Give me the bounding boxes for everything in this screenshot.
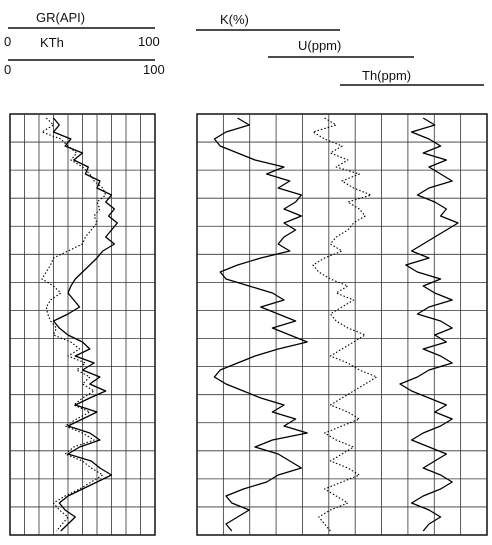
kth-scale-min: 0 — [4, 62, 11, 77]
left-track — [9, 113, 156, 536]
gr-scale-min: 0 — [4, 34, 11, 49]
left-track-header: GR(API) 0 100 KTh 0 100 — [4, 10, 165, 77]
right-track-header: K(%) U(ppm) Th(ppm) — [196, 12, 484, 86]
k-curve — [213, 117, 308, 532]
th-ppm-curve — [399, 117, 459, 532]
kth-curve — [41, 117, 107, 532]
track-frame — [196, 113, 488, 536]
k-scale-label: K(%) — [220, 12, 249, 27]
gr-scale-max: 100 — [138, 34, 160, 49]
kth-scale-max: 100 — [143, 62, 165, 77]
right-track — [196, 113, 488, 536]
u-scale-label: U(ppm) — [298, 38, 341, 53]
gr-scale-label: GR(API) — [36, 10, 85, 25]
gr-api-curve — [52, 117, 118, 532]
th-scale-label: Th(ppm) — [362, 68, 411, 83]
kth-scale-label: KTh — [40, 35, 64, 50]
u-ppm-curve — [312, 117, 378, 532]
